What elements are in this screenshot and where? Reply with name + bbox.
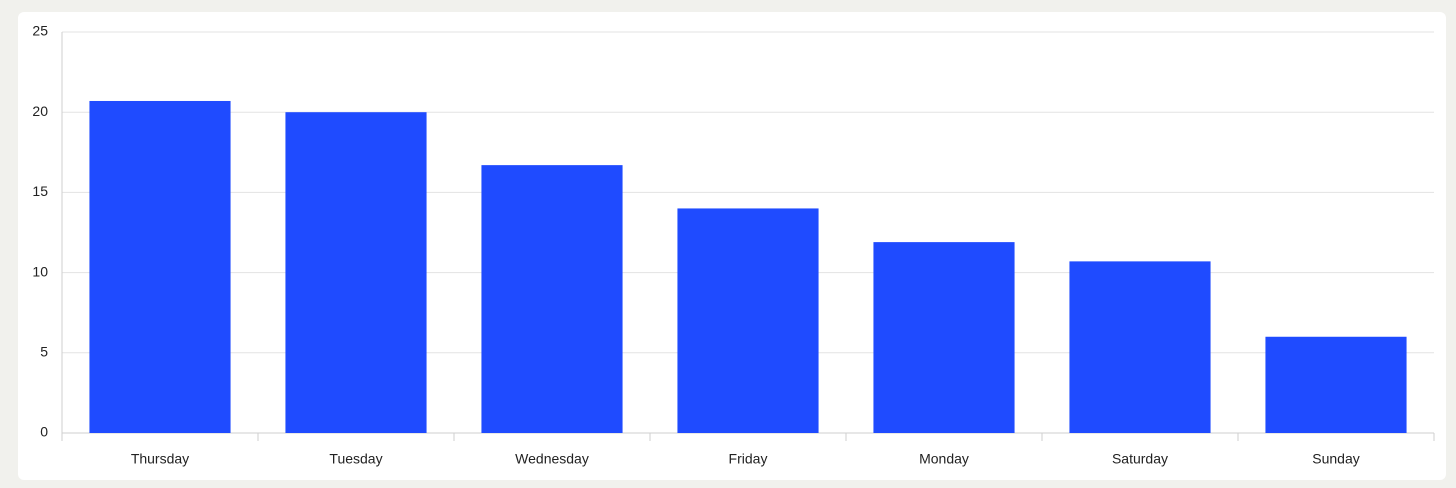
bar (481, 165, 623, 433)
x-tick-label: Friday (729, 451, 768, 467)
bar (873, 242, 1015, 433)
x-tick-label: Saturday (1112, 451, 1168, 467)
y-tick-label: 0 (40, 424, 48, 440)
bar (89, 100, 231, 434)
bar (1265, 336, 1407, 433)
y-tick-label: 10 (32, 263, 48, 279)
x-tick-label: Sunday (1312, 451, 1359, 467)
y-tick-label: 5 (40, 344, 48, 360)
bar (285, 112, 427, 433)
x-tick-label: Tuesday (329, 451, 382, 467)
bar (677, 208, 819, 433)
x-tick-label: Wednesday (515, 451, 589, 467)
x-tick-label: Thursday (131, 451, 189, 467)
y-tick-label: 25 (32, 23, 48, 39)
y-tick-label: 20 (32, 103, 48, 119)
x-tick-label: Monday (919, 451, 969, 467)
y-tick-label: 15 (32, 183, 48, 199)
bar (1069, 261, 1211, 433)
